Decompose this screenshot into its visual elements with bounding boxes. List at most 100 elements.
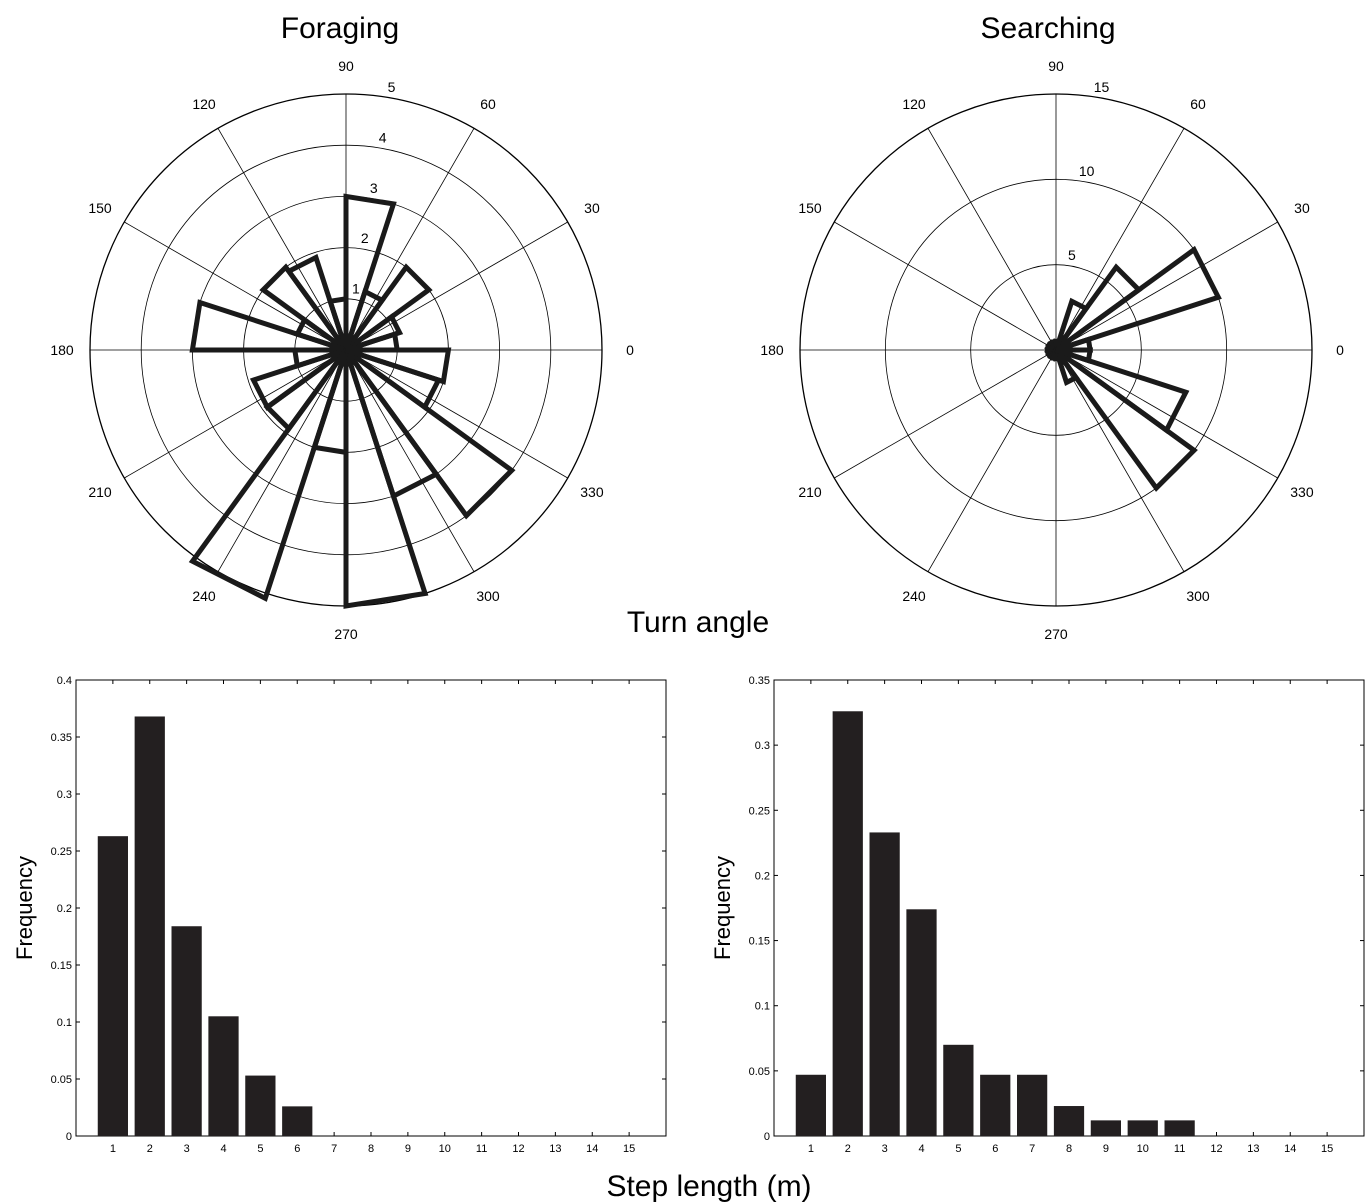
rose-bin <box>1055 347 1094 364</box>
rose-bin <box>1054 347 1190 434</box>
angle-spoke <box>217 349 347 572</box>
x-tick-label: 10 <box>439 1143 451 1155</box>
x-tick-label: 5 <box>257 1143 263 1155</box>
x-tick-label: 9 <box>405 1143 411 1155</box>
x-tick-label: 6 <box>992 1143 998 1155</box>
histogram-bar <box>906 909 937 1136</box>
histogram-bar <box>943 1044 974 1136</box>
angle-tick-label: 180 <box>50 342 74 358</box>
angle-tick-label: 60 <box>480 96 496 112</box>
angle-tick-label: 90 <box>338 58 354 74</box>
rose-bin <box>343 347 516 520</box>
x-tick-label: 11 <box>476 1143 487 1155</box>
angle-tick-label: 60 <box>1190 96 1206 112</box>
x-tick-label: 8 <box>368 1143 374 1155</box>
angle-tick-label: 270 <box>334 626 358 642</box>
x-tick-label: 7 <box>331 1143 337 1155</box>
rose-bin <box>343 193 397 351</box>
angle-tick-label: 150 <box>798 200 822 216</box>
angle-tick-label: 150 <box>88 200 112 216</box>
angle-spoke <box>345 349 475 572</box>
angle-tick-label: 0 <box>626 342 634 358</box>
y-tick-label: 0 <box>66 1131 72 1143</box>
rose-bin <box>1053 297 1090 352</box>
x-tick-label: 11 <box>1174 1143 1185 1155</box>
x-tick-label: 12 <box>512 1143 524 1155</box>
angle-spoke <box>927 349 1057 572</box>
angle-tick-label: 330 <box>580 484 604 500</box>
x-tick-label: 14 <box>586 1143 598 1155</box>
x-tick-label: 12 <box>1210 1143 1222 1155</box>
y-tick-label: 0.3 <box>57 789 72 801</box>
histogram-bar <box>832 711 863 1136</box>
angle-spoke <box>345 349 568 479</box>
searching-step-histogram: 00.050.10.150.20.250.30.351 2 3 4 5 6 7 8 9 10 11 1… <box>710 675 1365 1155</box>
angle-tick-label: 240 <box>192 588 216 604</box>
x-tick-label: 10 <box>1137 1143 1149 1155</box>
x-tick-label: 15 <box>1321 1143 1333 1155</box>
x-tick-label: 3 <box>882 1143 888 1155</box>
histogram-bar <box>282 1106 313 1136</box>
histogram-bar <box>1164 1120 1195 1136</box>
histogram-bar <box>980 1074 1011 1136</box>
histogram-bar <box>97 836 128 1136</box>
rose-bin <box>188 348 349 602</box>
x-tick-label: 7 <box>1029 1143 1035 1155</box>
plot-title: Foraging <box>281 12 399 45</box>
y-axis-label: Frequency <box>710 856 735 960</box>
radial-tick-label: 5 <box>388 79 396 95</box>
angle-tick-label: 210 <box>798 484 822 500</box>
histogram-bar <box>134 716 165 1136</box>
rose-bin <box>189 299 347 353</box>
histogram-bar <box>1127 1120 1158 1136</box>
y-tick-label: 0.25 <box>51 846 72 858</box>
y-tick-label: 0.25 <box>749 805 770 817</box>
x-tick-label: 2 <box>147 1143 153 1155</box>
foraging-rose-plot: Foraging 0 30 60 90 120 150 180 210 240 270 300 330 1… <box>50 12 634 642</box>
histogram-bar <box>208 1016 239 1136</box>
angle-tick-label: 210 <box>88 484 112 500</box>
y-tick-label: 0.15 <box>749 936 770 948</box>
y-tick-label: 0.1 <box>755 1001 770 1013</box>
x-tick-label: 2 <box>845 1143 851 1155</box>
angle-spoke <box>345 221 568 351</box>
y-tick-label: 0.4 <box>57 675 72 687</box>
y-tick-label: 0.35 <box>51 732 72 744</box>
angle-spoke <box>834 349 1057 479</box>
angle-tick-label: 120 <box>192 96 216 112</box>
x-tick-label: 15 <box>623 1143 635 1155</box>
histogram-bar <box>171 926 202 1136</box>
angle-tick-label: 330 <box>1290 484 1314 500</box>
histogram-bar <box>869 832 900 1136</box>
x-tick-label: 1 <box>808 1143 814 1155</box>
angle-tick-label: 0 <box>1336 342 1344 358</box>
x-tick-label: 4 <box>220 1143 226 1155</box>
plot-title: Searching <box>980 12 1115 45</box>
y-tick-label: 0.35 <box>749 675 770 687</box>
histogram-bar <box>795 1074 826 1136</box>
rose-bin <box>345 347 452 385</box>
x-tick-label: 9 <box>1103 1143 1109 1155</box>
radial-tick-label: 15 <box>1094 79 1110 95</box>
histogram-bar <box>1090 1120 1121 1136</box>
y-tick-label: 0.05 <box>51 1074 72 1086</box>
histogram-bar <box>1053 1106 1085 1136</box>
searching-rose-plot: Searching 0 30 60 90 120 150 180 210 240 270 300 330… <box>760 12 1344 642</box>
x-tick-label: 14 <box>1284 1143 1296 1155</box>
angle-tick-label: 30 <box>584 200 600 216</box>
y-tick-label: 0.2 <box>57 903 72 915</box>
angle-spoke <box>834 221 1057 351</box>
angle-tick-label: 180 <box>760 342 784 358</box>
radial-tick-label: 5 <box>1068 247 1076 263</box>
foraging-step-histogram: 00.050.10.150.20.250.30.350.41 2 3 4 5 6 7 8 9 10… <box>12 675 667 1155</box>
turn-angle-label: Turn angle <box>627 606 769 639</box>
angle-tick-label: 300 <box>476 588 500 604</box>
histogram-bar <box>245 1075 276 1136</box>
angle-spoke <box>217 128 347 351</box>
x-tick-label: 13 <box>549 1143 561 1155</box>
angle-tick-label: 300 <box>1186 588 1210 604</box>
angle-spoke <box>927 128 1057 351</box>
angle-spoke <box>1055 349 1185 572</box>
x-tick-label: 6 <box>294 1143 300 1155</box>
